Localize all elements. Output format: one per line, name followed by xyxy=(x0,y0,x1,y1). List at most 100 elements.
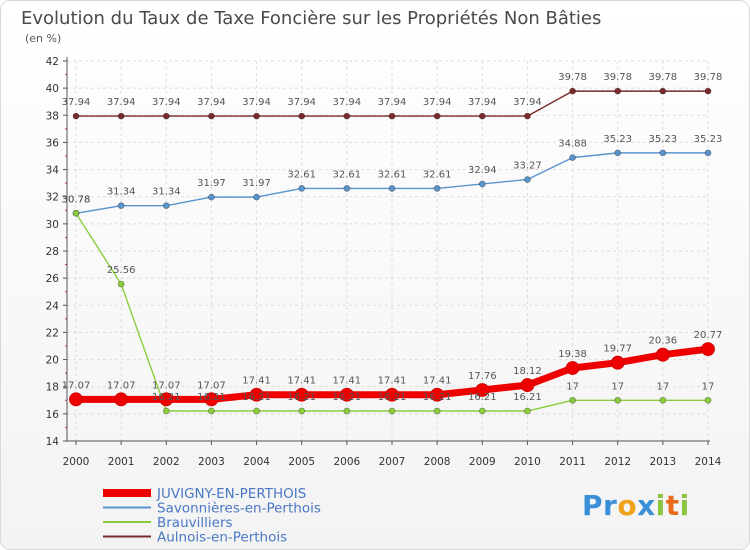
legend-label: Savonnières-en-Perthois xyxy=(157,501,321,517)
data-point xyxy=(343,185,351,192)
data-label: 37.94 xyxy=(423,97,452,108)
data-point xyxy=(249,387,264,402)
data-point xyxy=(524,176,531,183)
data-point xyxy=(159,392,174,407)
data-point xyxy=(524,112,531,120)
legend: JUVIGNY-EN-PERTHOISSavonnières-en-Pertho… xyxy=(103,486,321,546)
x-tick-label: 2010 xyxy=(514,456,541,468)
data-point xyxy=(253,407,260,415)
data-point xyxy=(655,347,670,362)
y-tick-label: 42 xyxy=(46,56,59,68)
data-point xyxy=(208,112,215,120)
data-label: 16.21 xyxy=(333,392,362,403)
data-label: 39.78 xyxy=(603,72,632,83)
y-tick-label: 40 xyxy=(46,83,59,95)
data-label: 37.94 xyxy=(333,97,362,108)
x-tick-label: 2013 xyxy=(649,456,676,468)
y-tick-label: 28 xyxy=(46,246,59,258)
data-point xyxy=(117,112,125,120)
data-point xyxy=(704,87,712,95)
y-tick-label: 18 xyxy=(46,382,59,394)
data-label: 17 xyxy=(566,381,579,392)
data-label: 35.23 xyxy=(694,134,723,145)
data-label: 32.61 xyxy=(287,169,316,180)
data-label: 37.94 xyxy=(287,97,316,108)
data-label: 16.21 xyxy=(468,392,497,403)
data-label: 25.56 xyxy=(107,265,136,276)
x-tick-label: 2001 xyxy=(108,456,135,468)
data-label: 35.23 xyxy=(603,134,632,145)
data-point xyxy=(478,180,486,188)
x-tick-label: 2004 xyxy=(243,456,270,468)
data-point xyxy=(614,87,622,95)
data-point xyxy=(208,407,215,415)
x-tick-label: 2005 xyxy=(288,456,315,468)
x-tick-label: 2000 xyxy=(63,456,90,468)
data-point xyxy=(433,185,441,192)
data-label: 16.21 xyxy=(152,392,181,403)
data-label: 37.94 xyxy=(513,97,542,108)
proxiti-logo: Proxiti xyxy=(582,489,690,522)
data-label: 37.94 xyxy=(242,97,271,108)
data-label: 17.41 xyxy=(287,376,316,387)
data-point xyxy=(388,112,396,120)
data-point xyxy=(204,392,219,407)
data-point xyxy=(208,193,215,201)
y-tick-label: 32 xyxy=(46,192,59,204)
x-tick-label: 2002 xyxy=(153,456,180,468)
data-label: 34.88 xyxy=(558,139,587,150)
data-point xyxy=(610,355,625,370)
data-point xyxy=(298,112,306,120)
data-point xyxy=(114,392,129,407)
y-tick-label: 24 xyxy=(46,300,60,312)
data-point xyxy=(614,396,622,404)
data-point xyxy=(253,193,260,201)
data-label: 37.94 xyxy=(62,97,91,108)
data-point xyxy=(659,396,667,404)
x-tick-label: 2006 xyxy=(333,456,360,468)
y-tick-label: 38 xyxy=(46,110,59,122)
series-juvigny-en-perthois xyxy=(69,342,715,407)
data-label: 37.94 xyxy=(468,97,497,108)
data-label: 17.41 xyxy=(242,376,271,387)
data-point xyxy=(478,112,486,120)
data-label: 19.38 xyxy=(558,349,587,360)
data-point xyxy=(433,112,441,120)
data-label: 37.94 xyxy=(197,97,226,108)
x-tick-label: 2009 xyxy=(469,456,496,468)
y-tick-label: 22 xyxy=(46,327,59,339)
data-label: 17 xyxy=(702,381,715,392)
y-tick-label: 14 xyxy=(46,436,60,448)
data-point xyxy=(162,112,170,120)
logo-letter: i xyxy=(679,489,690,522)
data-label: 31.34 xyxy=(152,187,181,198)
data-point xyxy=(72,209,80,217)
data-point xyxy=(72,112,80,120)
x-tick-label: 2012 xyxy=(604,456,631,468)
data-point xyxy=(385,387,399,402)
data-label: 32.94 xyxy=(468,165,497,176)
data-label: 39.78 xyxy=(649,72,678,83)
data-label: 16.21 xyxy=(423,392,452,403)
data-label: 16.21 xyxy=(287,392,316,403)
data-label: 16.21 xyxy=(513,392,542,403)
data-point xyxy=(339,387,354,402)
chart-title: Evolution du Taux de Taxe Foncière sur l… xyxy=(21,8,601,29)
data-point xyxy=(659,149,667,157)
data-label: 20.36 xyxy=(649,336,678,347)
data-point xyxy=(704,396,712,404)
data-label: 39.78 xyxy=(558,72,587,83)
data-point xyxy=(659,87,667,95)
data-label: 33.27 xyxy=(513,160,542,171)
data-point xyxy=(69,392,83,407)
data-label: 16.21 xyxy=(242,392,271,403)
data-point xyxy=(478,407,486,415)
data-point xyxy=(475,383,490,397)
logo-letter: P xyxy=(582,489,604,522)
data-label: 20.77 xyxy=(694,330,723,341)
data-point xyxy=(704,149,712,157)
logo-letter: x xyxy=(637,489,656,522)
series-brauvilliers xyxy=(72,209,712,415)
data-point xyxy=(343,407,351,415)
data-point xyxy=(433,407,441,415)
